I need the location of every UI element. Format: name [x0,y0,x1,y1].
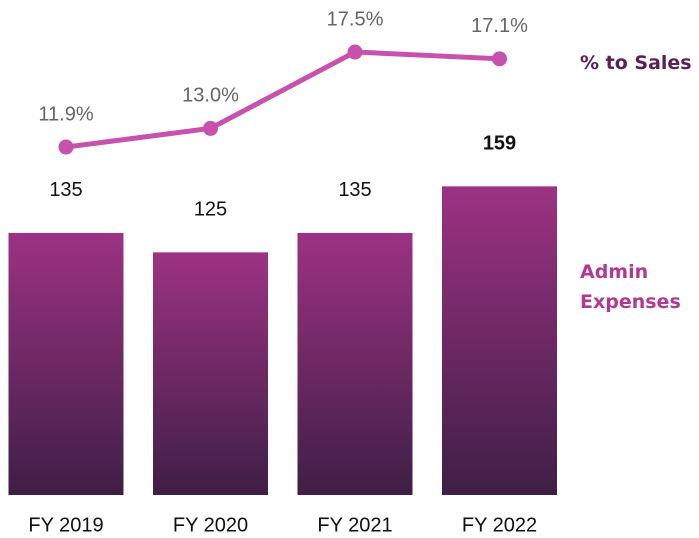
bar-legend: Admin Expenses [580,261,681,313]
line-point [203,120,218,136]
bar [153,252,268,495]
bar [297,232,413,496]
x-tick-label: FY 2019 [28,514,103,536]
line-point [347,44,363,60]
x-tick-label: FY 2021 [317,514,392,536]
line-point [58,139,74,155]
bar-value-label: 135 [49,179,82,201]
x-tick-label: FY 2020 [173,514,248,536]
line-value-label: 11.9% [38,103,93,125]
bar [442,186,557,495]
bar [8,232,124,496]
line-value-label: 17.1% [471,15,528,37]
line [65,49,500,150]
x-tick-label: FY 2022 [462,514,537,536]
line-point [492,51,507,67]
line-value-label: 13.0% [182,85,239,107]
bar-value-label: 159 [483,133,516,155]
bar-value-label: 135 [338,179,371,201]
bar-value-label: 125 [194,199,227,221]
line-value-label: 17.5% [327,8,384,30]
line-legend: % to Sales [580,52,692,74]
